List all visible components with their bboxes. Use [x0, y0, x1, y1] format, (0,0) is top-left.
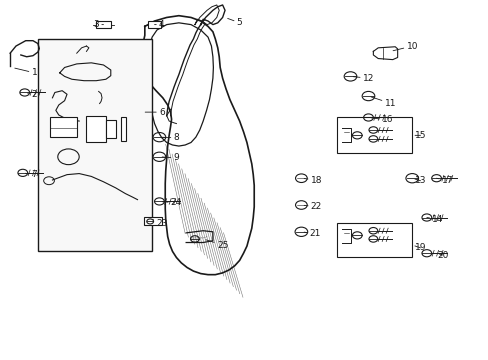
Text: 10: 10 — [392, 41, 417, 51]
Text: 8: 8 — [162, 133, 179, 142]
Text: 4: 4 — [154, 20, 164, 29]
Text: 25: 25 — [205, 240, 228, 249]
FancyBboxPatch shape — [336, 117, 411, 153]
Text: 20: 20 — [436, 251, 447, 260]
Text: 15: 15 — [414, 131, 426, 140]
Text: 5: 5 — [227, 18, 242, 27]
Text: 7: 7 — [25, 170, 37, 179]
Text: 14: 14 — [426, 215, 443, 224]
Bar — [106, 120, 116, 138]
Text: 2: 2 — [27, 90, 37, 99]
FancyBboxPatch shape — [38, 39, 152, 251]
Bar — [86, 116, 106, 143]
Text: 12: 12 — [352, 74, 373, 83]
Text: 6: 6 — [145, 108, 164, 117]
Bar — [144, 217, 162, 225]
Text: 23: 23 — [153, 219, 167, 228]
FancyBboxPatch shape — [336, 223, 411, 257]
Bar — [50, 117, 77, 137]
Text: 9: 9 — [162, 153, 179, 162]
Text: 21: 21 — [304, 229, 320, 238]
Bar — [147, 21, 161, 28]
Text: 13: 13 — [414, 176, 426, 185]
Text: 3: 3 — [93, 20, 103, 29]
Text: 17: 17 — [436, 176, 452, 185]
Text: 22: 22 — [304, 202, 322, 211]
Bar — [120, 117, 126, 141]
Text: 18: 18 — [304, 176, 322, 185]
Text: 11: 11 — [370, 97, 395, 108]
Text: 19: 19 — [414, 243, 426, 252]
Text: 1: 1 — [15, 68, 37, 77]
Text: 16: 16 — [370, 116, 393, 125]
Bar — [96, 21, 111, 28]
Text: 24: 24 — [162, 198, 182, 207]
